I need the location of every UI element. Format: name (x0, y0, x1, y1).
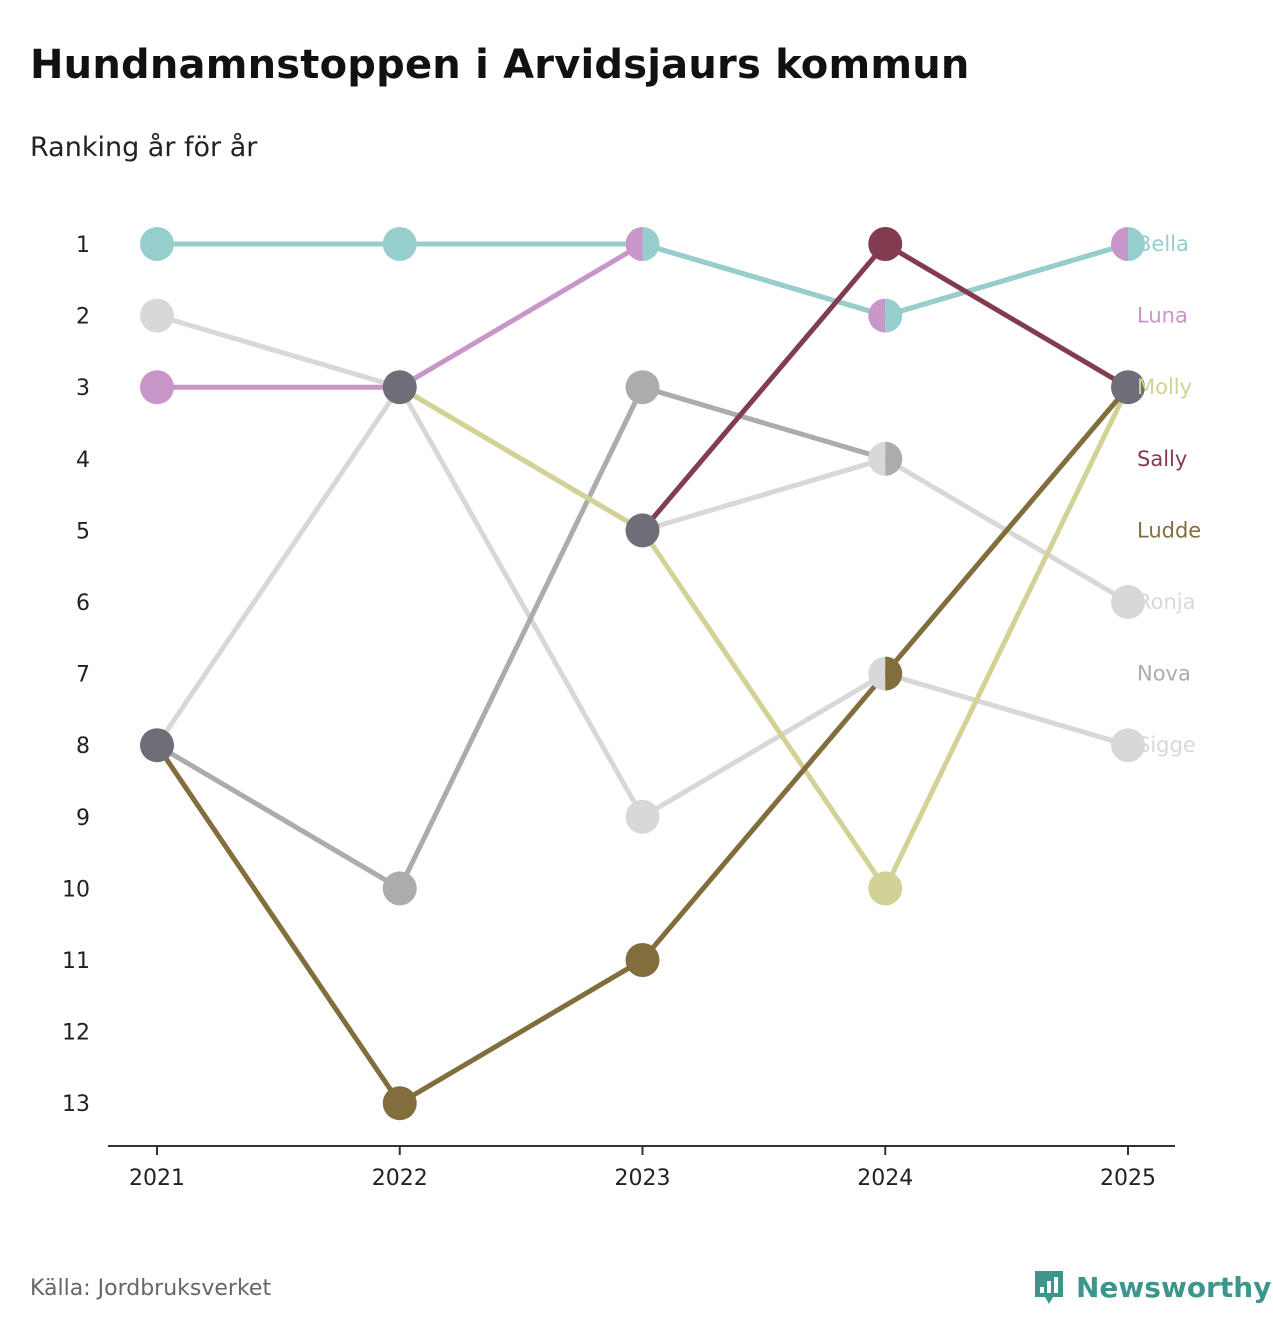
y-tick-label-2: 2 (76, 305, 90, 330)
y-tick-label-7: 7 (76, 663, 90, 688)
point-luna-2025 (1111, 227, 1128, 261)
point-luna-2024 (868, 298, 886, 333)
point-ludde-2024 (885, 656, 903, 691)
y-tick-label-1: 1 (76, 233, 90, 258)
point-bella-2022 (382, 227, 417, 261)
x-tick-label-2022: 2022 (372, 1166, 428, 1191)
point-luna-2021 (140, 370, 174, 405)
point-tie-ronja-nova-ludde-2021 (140, 728, 174, 763)
series-label-bella: Bella (1137, 232, 1189, 256)
point-nova-2023 (625, 370, 660, 405)
point-sigge-2024 (868, 656, 886, 691)
y-tick-label-3: 3 (76, 376, 90, 401)
chart-title: Hundnamnstoppen i Arvidsjaurs kommun (30, 42, 970, 88)
point-tie-ronja-molly-sally-2023 (625, 513, 660, 548)
point-molly-2024 (868, 871, 903, 906)
point-sally-2024 (868, 227, 903, 261)
series-label-nova: Nova (1137, 662, 1191, 686)
y-tick-label-5: 5 (76, 519, 90, 544)
y-tick-label-10: 10 (62, 877, 90, 902)
series-label-ludde: Ludde (1137, 518, 1201, 542)
brand-name: Newsworthy (1076, 1270, 1272, 1304)
series-label-luna: Luna (1137, 304, 1188, 328)
y-tick-label-11: 11 (62, 949, 90, 974)
x-tick-label-2024: 2024 (857, 1166, 913, 1191)
newsworthy-logo-icon (1035, 1271, 1063, 1304)
point-sigge-2025 (1111, 728, 1145, 763)
point-nova-2024 (885, 441, 903, 476)
x-tick-label-2021: 2021 (129, 1166, 185, 1191)
point-bella-2023 (642, 227, 660, 261)
point-ludde-2023 (625, 943, 660, 977)
point-ronja-2024 (868, 441, 886, 476)
point-bella-2024 (885, 298, 903, 333)
series-label-sally: Sally (1137, 447, 1187, 471)
y-tick-label-6: 6 (76, 591, 90, 616)
source-note: Källa: Jordbruksverket (30, 1276, 272, 1301)
point-tie-molly-ludde-sally-2025 (1111, 370, 1145, 405)
series-line-luna (154, 241, 1131, 390)
series-label-ronja: Ronja (1137, 590, 1196, 614)
y-tick-label-13: 13 (62, 1092, 90, 1117)
y-tick-label-4: 4 (76, 448, 90, 473)
point-luna-2023 (625, 227, 643, 261)
point-nova-2022 (382, 871, 417, 906)
brand-logo: Newsworthy (1032, 1268, 1271, 1306)
point-bella-2021 (140, 227, 174, 261)
point-tie-sigge-ronja-molly-luna-2022 (382, 370, 417, 405)
x-tick-label-2023: 2023 (615, 1166, 671, 1191)
series-line-molly (397, 384, 1131, 891)
y-tick-label-8: 8 (76, 734, 90, 759)
y-tick-label-12: 12 (62, 1021, 90, 1046)
y-tick-label-9: 9 (76, 806, 90, 831)
chart-subtitle: Ranking år för år (30, 132, 258, 163)
series-label-sigge: Sigge (1137, 733, 1196, 757)
series-label-molly: Molly (1137, 375, 1192, 399)
point-sigge-2023 (625, 799, 660, 834)
series-line-sally (640, 241, 1131, 533)
series-line-ludde (154, 384, 1131, 1106)
point-ronja-2025 (1111, 585, 1145, 619)
point-bella-2025 (1128, 227, 1145, 261)
point-ludde-2022 (382, 1086, 417, 1121)
series-line-nova (154, 384, 888, 891)
x-tick-label-2025: 2025 (1100, 1166, 1156, 1191)
point-sigge-2021 (140, 298, 174, 333)
